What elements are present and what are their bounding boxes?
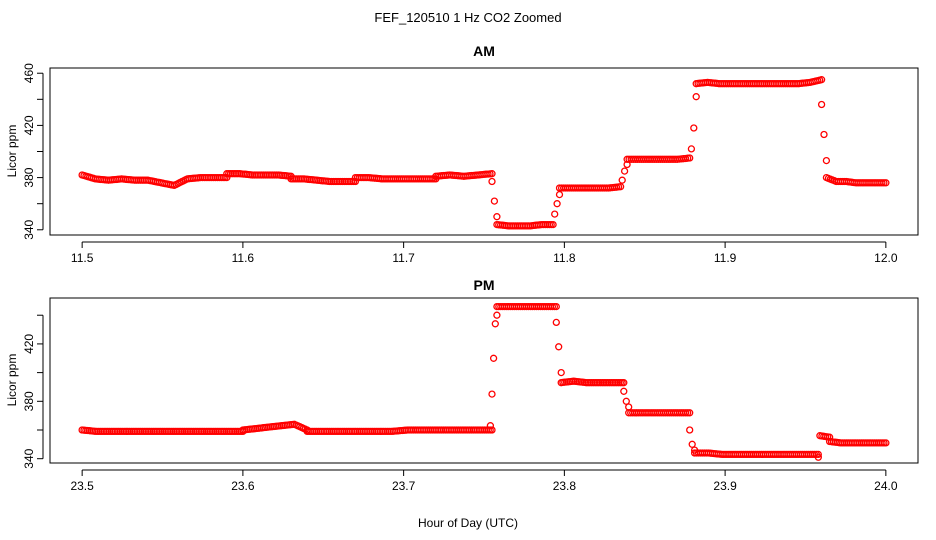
pm-y-tick-label: 340 (22, 448, 36, 468)
pm-y-axis-label: Licor ppm (5, 354, 19, 407)
pm-data-point (686, 426, 694, 434)
am-data-point (351, 177, 360, 186)
am-data-point (686, 154, 694, 162)
pm-data-point (620, 387, 628, 395)
pm-data-point (686, 409, 694, 417)
pm-data-point (486, 422, 495, 430)
pm-x-tick-label: 23.5 (70, 479, 94, 493)
pm-points (78, 302, 890, 461)
pm-data-point (814, 450, 822, 459)
am-x-tick-label: 12.0 (874, 251, 898, 265)
am-plot-frame (49, 67, 919, 236)
pm-data-point (488, 426, 496, 434)
am-data-point (551, 210, 559, 218)
am-axes: 11.5 11.6 11.7 11.8 11.9 12.0 340 380 420 460 (22, 63, 898, 265)
pm-data-point (493, 311, 501, 319)
pm-data-point (488, 390, 496, 398)
pm-data-point (489, 354, 498, 362)
am-data-point (555, 190, 564, 199)
pm-data-point (555, 343, 563, 351)
am-y-tick-label: 420 (22, 115, 36, 135)
am-data-point (618, 176, 626, 184)
pm-data-point (688, 440, 696, 448)
pm-data-point (625, 403, 633, 411)
am-data-point (616, 183, 625, 191)
pm-x-tick-label: 24.0 (874, 479, 898, 493)
pm-y-tick-label: 380 (22, 391, 36, 411)
am-data-point (488, 170, 496, 178)
pm-x-tick-label: 23.9 (713, 479, 737, 493)
pm-data-point (620, 379, 628, 387)
am-x-tick-label: 11.6 (232, 251, 255, 265)
am-x-tick-label: 11.8 (553, 251, 576, 265)
pm-plot-frame (49, 297, 919, 464)
am-points (78, 76, 890, 230)
am-data-point (817, 100, 826, 109)
pm-x-tick-label: 23.8 (553, 479, 577, 493)
pm-y-tick-label: 420 (22, 334, 36, 354)
pm-axes: 23.5 23.6 23.7 23.8 23.9 24.0 340 380 420 (22, 314, 898, 493)
pm-data-point (552, 302, 560, 311)
am-y-axis-label: Licor ppm (5, 125, 19, 178)
pm-panel: PM Licor ppm 23.5 23.6 23.7 23.8 23.9 24.0 340… (5, 277, 919, 493)
am-data-point (490, 197, 499, 205)
am-data-point (692, 93, 700, 101)
am-data-point (817, 76, 826, 84)
am-data-point (488, 177, 496, 186)
figure-title: FEF_120510 1 Hz CO2 Zoomed (374, 10, 561, 25)
am-x-tick-label: 11.9 (714, 251, 737, 265)
am-panel: AM Licor ppm 11.5 11.6 11.7 11.8 11.9 12.0 340… (5, 43, 919, 265)
am-x-tick-label: 11.7 (392, 251, 415, 265)
am-data-point (553, 200, 561, 208)
pm-panel-title: PM (474, 277, 495, 293)
am-data-point (820, 130, 828, 139)
pm-x-tick-label: 23.7 (392, 479, 416, 493)
am-data-point (620, 167, 629, 175)
am-data-point (882, 179, 890, 187)
am-y-tick-label: 460 (22, 63, 36, 83)
am-data-point (687, 145, 696, 153)
am-data-point (549, 220, 557, 229)
pm-data-point (814, 453, 822, 461)
x-axis-label: Hour of Day (UTC) (418, 516, 518, 530)
am-y-tick-label: 340 (22, 219, 36, 239)
am-x-tick-label: 11.5 (71, 251, 94, 265)
pm-data-point (825, 433, 834, 441)
am-data-point (223, 173, 231, 182)
pm-x-tick-label: 23.6 (231, 479, 255, 493)
am-y-tick-label: 380 (22, 167, 36, 187)
am-data-point (493, 213, 501, 221)
pm-data-point (557, 368, 565, 377)
pm-data-point (552, 318, 560, 327)
pm-data-point (882, 439, 890, 447)
am-panel-title: AM (473, 43, 495, 59)
am-data-point (690, 124, 698, 132)
pm-data-point (491, 320, 499, 328)
am-data-point (822, 156, 831, 165)
